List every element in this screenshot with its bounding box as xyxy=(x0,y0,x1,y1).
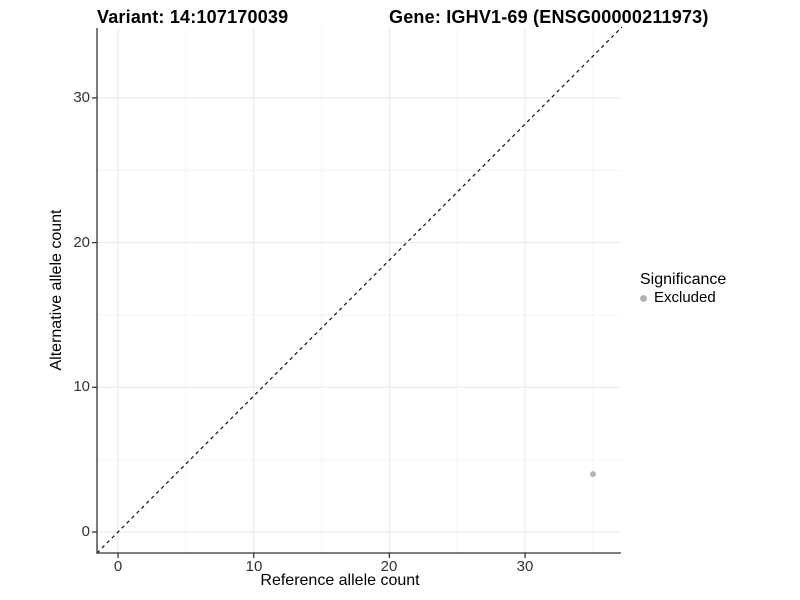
identity-reference-line xyxy=(96,26,623,554)
legend-item-label: Excluded xyxy=(654,289,716,306)
legend-point-marker-icon xyxy=(640,294,647,302)
x-tick-label-30: 30 xyxy=(516,558,534,575)
y-tick-label-0: 0 xyxy=(81,523,90,540)
x-tick-label-20: 20 xyxy=(380,558,398,575)
legend-item-excluded: Excluded xyxy=(640,289,726,307)
legend: Significance Excluded xyxy=(640,270,726,307)
x-tick-label-0: 0 xyxy=(113,558,123,575)
plot-title-gene: Gene: IGHV1-69 (ENSG00000211973) xyxy=(389,7,709,27)
y-tick-label-20: 20 xyxy=(73,234,90,251)
plot-title-variant: Variant: 14:107170039 xyxy=(97,7,289,27)
y-tick-label-10: 10 xyxy=(73,378,90,395)
x-axis-label: Reference allele count xyxy=(260,572,420,589)
legend-title: Significance xyxy=(640,271,727,288)
x-tick-label-10: 10 xyxy=(245,558,263,575)
y-tick-label-30: 30 xyxy=(73,89,90,106)
data-point-excluded xyxy=(589,471,596,478)
